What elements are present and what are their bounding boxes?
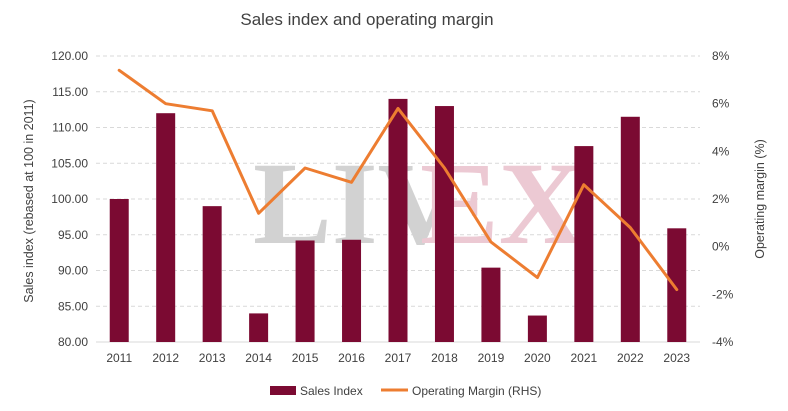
x-tick-label: 2023 <box>663 351 690 365</box>
left-tick-label: 120.00 <box>51 49 88 63</box>
x-tick-label: 2016 <box>338 351 365 365</box>
x-tick-label: 2014 <box>245 351 272 365</box>
x-tick-label: 2015 <box>292 351 319 365</box>
x-tick-label: 2011 <box>106 351 132 365</box>
legend-label-sales-index: Sales Index <box>300 384 363 398</box>
right-tick-label: 2% <box>712 192 730 206</box>
bar <box>434 106 454 342</box>
left-tick-label: 85.00 <box>58 299 88 313</box>
bar <box>249 313 269 342</box>
legend-label-operating-margin: Operating Margin (RHS) <box>412 384 541 398</box>
left-tick-label: 115.00 <box>52 85 88 99</box>
legend: Sales Index Operating Margin (RHS) <box>270 384 541 398</box>
bar <box>574 146 594 342</box>
bar <box>202 206 222 342</box>
left-tick-label: 80.00 <box>58 335 88 349</box>
right-axis-title: Operating margin (%) <box>753 139 767 259</box>
legend-swatch-sales-index <box>270 386 296 395</box>
x-tick-label: 2021 <box>570 351 597 365</box>
left-axis-ticks: 80.00 85.00 90.00 95.00 100.00 105.00 110.00 11… <box>51 49 88 349</box>
x-tick-label: 2017 <box>385 351 412 365</box>
right-tick-label: 0% <box>712 240 730 254</box>
bar <box>481 267 501 342</box>
x-tick-label: 2019 <box>478 351 505 365</box>
bar <box>156 113 176 342</box>
bar <box>388 98 408 343</box>
x-tick-label: 2022 <box>617 351 644 365</box>
chart-title: Sales index and operating margin <box>240 10 493 29</box>
bar <box>109 199 129 342</box>
operating-margin-line <box>117 68 679 292</box>
x-tick-label: 2012 <box>152 351 179 365</box>
right-tick-label: -4% <box>712 335 734 349</box>
left-tick-label: 105.00 <box>51 156 88 170</box>
right-tick-label: 4% <box>712 144 730 158</box>
x-tick-label: 2018 <box>431 351 458 365</box>
left-tick-label: 95.00 <box>58 228 88 242</box>
bar <box>527 315 547 342</box>
left-axis-title: Sales index (rebased at 100 in 2011) <box>22 99 36 302</box>
x-axis-ticks: 2011 2012 2013 2014 2015 2016 2017 2018 2019 2020… <box>106 351 690 365</box>
left-tick-label: 110.00 <box>52 121 88 135</box>
bar <box>667 228 687 342</box>
x-tick-label: 2020 <box>524 351 551 365</box>
right-tick-label: 6% <box>712 97 730 111</box>
bar <box>342 239 362 342</box>
line-series <box>117 68 679 292</box>
left-tick-label: 100.00 <box>51 192 88 206</box>
right-tick-label: -2% <box>712 287 734 301</box>
bar-series <box>109 98 687 343</box>
right-tick-label: 8% <box>712 49 730 63</box>
right-axis-ticks: -4% -2% 0% 2% 4% 6% 8% <box>712 49 734 349</box>
x-tick-label: 2013 <box>199 351 226 365</box>
bar <box>295 240 315 342</box>
left-tick-label: 90.00 <box>58 264 88 278</box>
